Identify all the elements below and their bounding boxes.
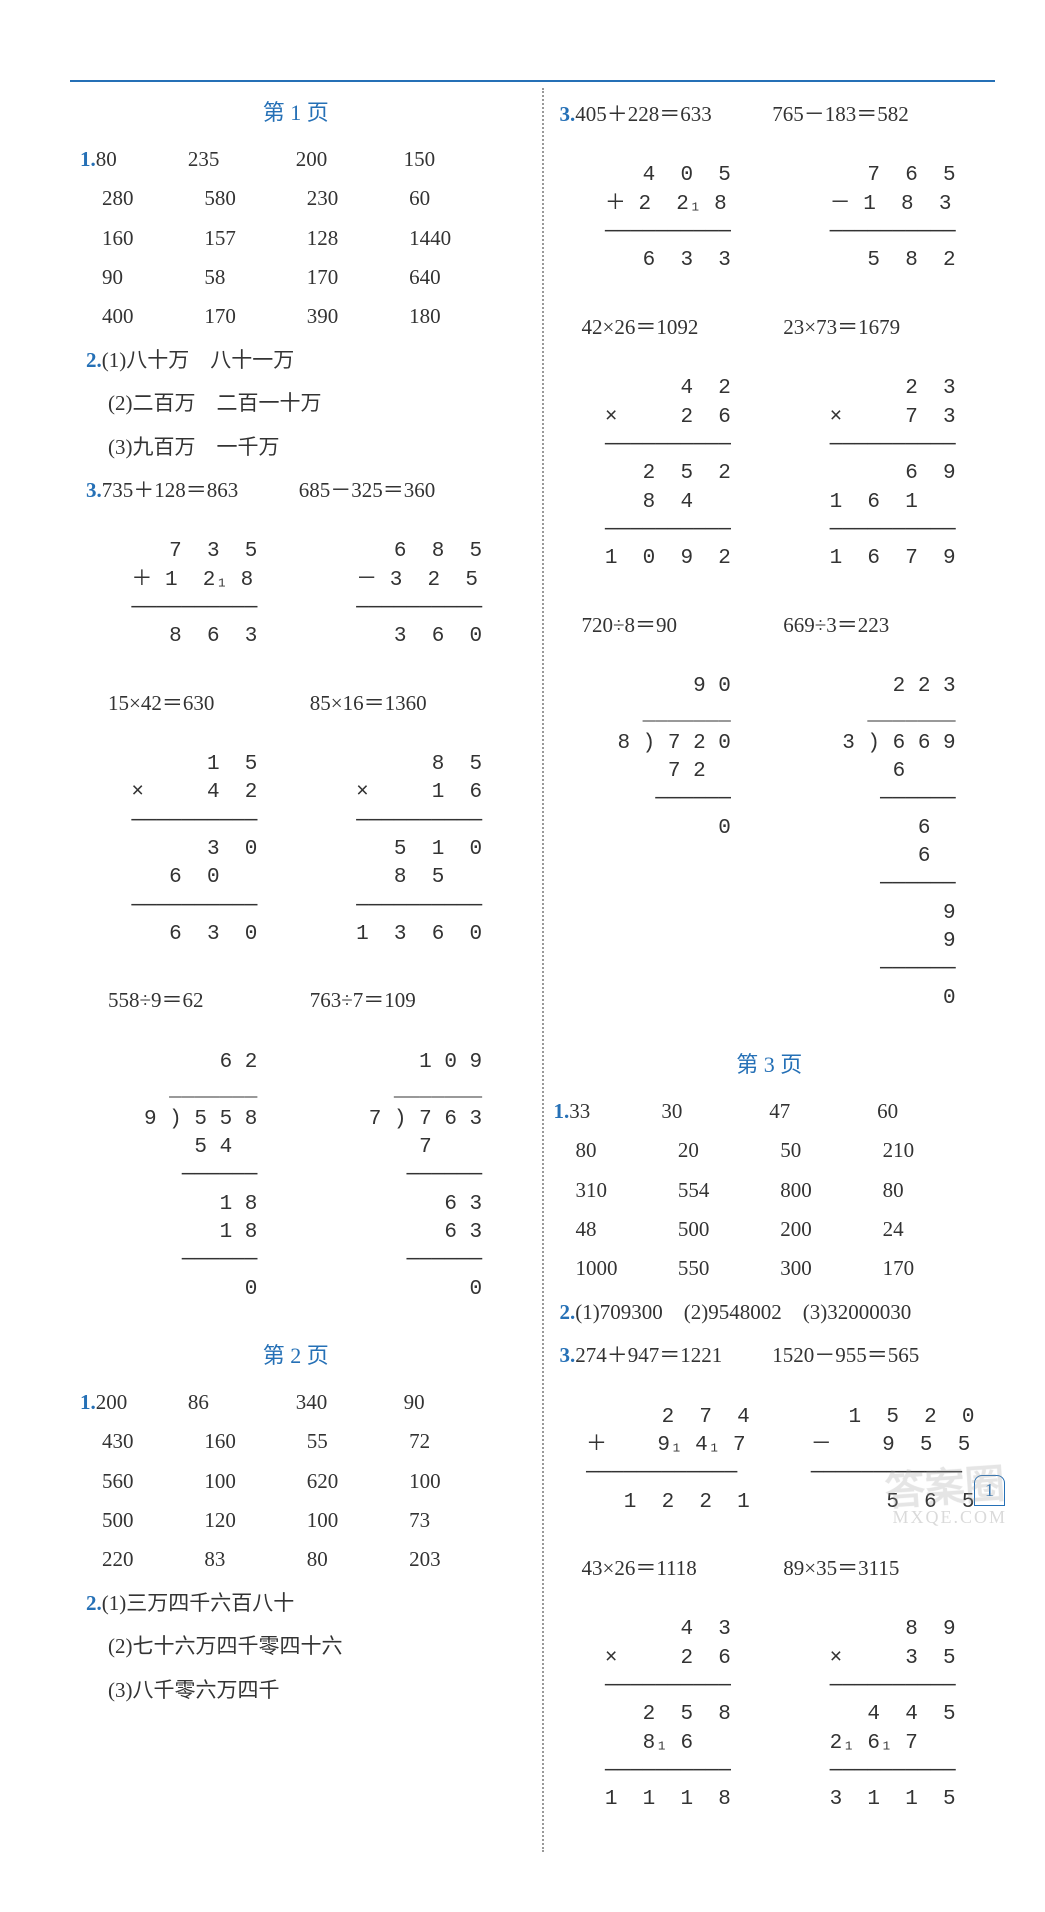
r-work3: 9 0 _______ 8 ) 7 2 0 7 2 ────── 0 2 2 3… xyxy=(576,652,986,1034)
p3-q1: 1.33304760 802050210 31055480080 4850020… xyxy=(554,1097,986,1284)
page2-title: 第 2 页 xyxy=(80,1341,512,1372)
right-column: 3.405＋228＝633765－183＝582 4 0 5 ＋ 2 2₁ 8 … xyxy=(542,88,996,1852)
left-column: 第 1 页 1.80 235 200 150 28058023060 16015… xyxy=(70,88,522,1852)
page-number: 1 xyxy=(974,1475,1005,1506)
p1-work3: 6 2 _______ 9 ) 5 5 8 5 4 ────── 1 8 1 8… xyxy=(102,1028,512,1325)
p2-q3-label: 3. xyxy=(560,102,576,126)
p3-work2: 4 3 × 2 6 ────────── 2 5 8 8₁ 6 ────────… xyxy=(576,1595,986,1835)
r-work2: 4 2 × 2 6 ────────── 2 5 2 8 4 ─────────… xyxy=(576,354,986,594)
p1-work1: 7 3 5 ＋ 1 2₁ 8 ────────── 8 6 3 6 8 5 － … xyxy=(102,517,512,672)
two-column-layout: 第 1 页 1.80 235 200 150 28058023060 16015… xyxy=(70,88,995,1852)
p1-q1: 1.80 235 200 150 28058023060 16015712814… xyxy=(80,145,512,332)
header-rule xyxy=(70,80,995,82)
p1-work2: 1 5 × 4 2 ────────── 3 0 6 0 ────────── … xyxy=(102,730,512,970)
page3-title: 第 3 页 xyxy=(554,1050,986,1081)
p2-q1: 1.2008634090 4301605572 560100620100 500… xyxy=(80,1388,512,1575)
p1-q2-label: 2. xyxy=(86,348,102,372)
r-work1: 4 0 5 ＋ 2 2₁ 8 ────────── 6 3 3 7 6 5 － … xyxy=(576,141,986,296)
page1-title: 第 1 页 xyxy=(80,98,512,129)
p1-q1-label: 1. xyxy=(80,147,96,171)
p1-q3-label: 3. xyxy=(86,478,102,502)
p3-work1: 2 7 4 ＋ 9₁ 4₁ 7 ──────────── 1 2 2 1 1 5… xyxy=(576,1383,986,1538)
